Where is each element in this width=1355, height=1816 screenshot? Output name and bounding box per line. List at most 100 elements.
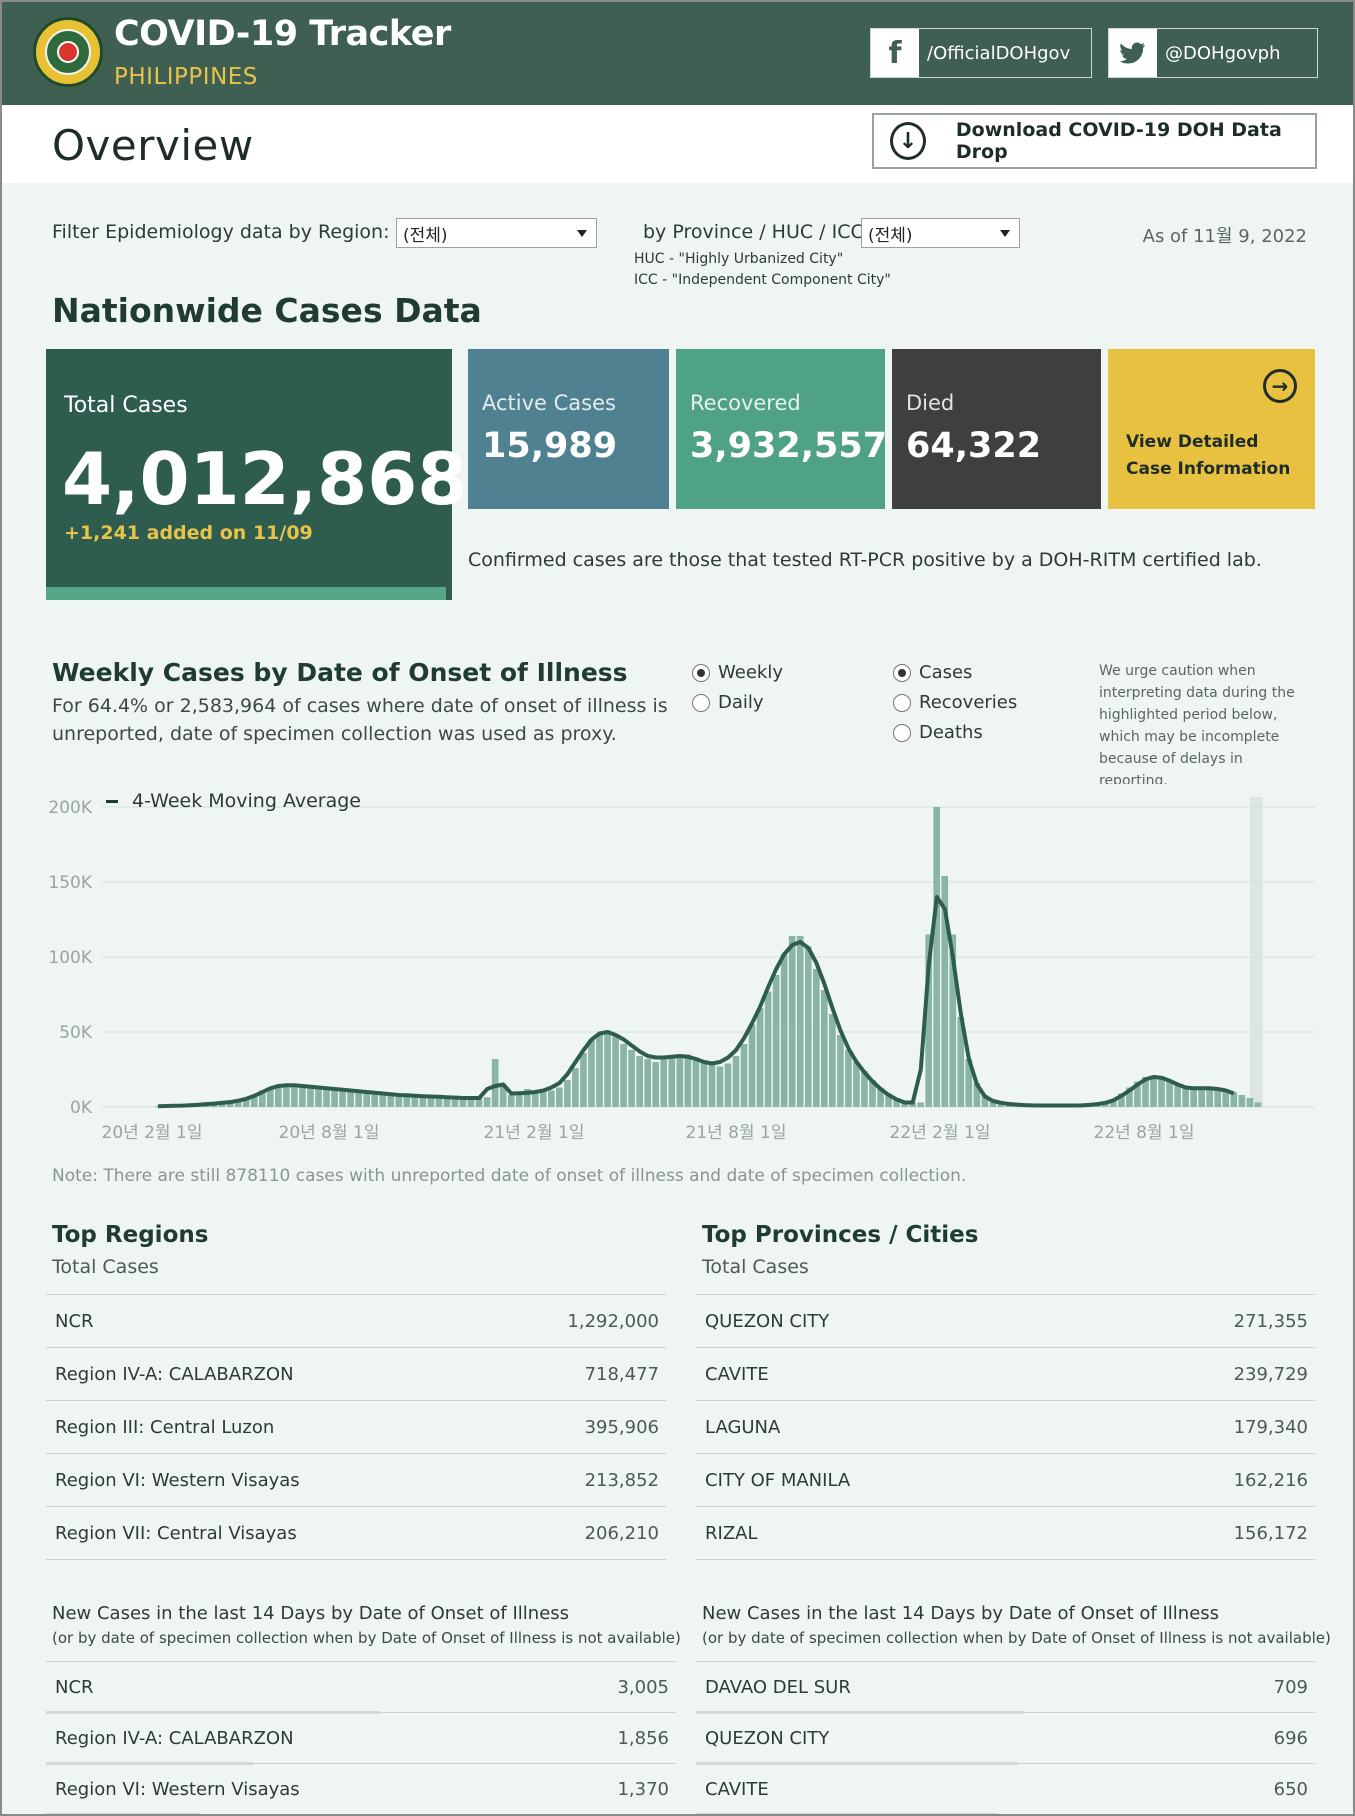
chart-bar — [1110, 1099, 1117, 1107]
chart-bar — [1142, 1077, 1149, 1107]
active-cases-card[interactable]: Active Cases 15,989 — [468, 349, 669, 509]
legend-label: 4-Week Moving Average — [132, 790, 361, 812]
new-cases-bar — [46, 1813, 200, 1814]
row-name: Region IV-A: CALABARZON — [55, 1727, 294, 1749]
row-value: 213,852 — [584, 1469, 659, 1491]
chart-bar — [531, 1092, 539, 1107]
new-cases-bar — [696, 1711, 1024, 1714]
new-cases-regions-table: NCR 3,005 Region IV-A: CALABARZON 1,856 Regi… — [46, 1661, 676, 1814]
table-row[interactable]: CAVITE 239,729 — [696, 1348, 1315, 1401]
row-value: 156,172 — [1233, 1522, 1308, 1544]
chart-bar — [250, 1095, 258, 1107]
radio-deaths[interactable]: Deaths — [893, 722, 983, 743]
caution-note: We urge caution when interpreting data d… — [1099, 663, 1295, 784]
table-row[interactable]: Region III: Central Luzon 395,906 — [46, 1401, 666, 1454]
chart-bar — [1118, 1093, 1125, 1107]
new-cases-bar — [46, 1711, 380, 1714]
chart-bar — [636, 1056, 643, 1107]
table-row[interactable]: NCR 1,292,000 — [46, 1295, 666, 1348]
weekly-chart-title: Weekly Cases by Date of Onset of Illness — [52, 658, 628, 687]
chart-bar — [764, 991, 772, 1107]
chart-bar — [347, 1090, 354, 1107]
table-row[interactable]: NCR 3,005 — [46, 1662, 676, 1714]
chart-bar — [580, 1053, 587, 1107]
facebook-label: /OfficialDOHgov — [919, 29, 1091, 77]
chart-bar — [596, 1033, 603, 1107]
icc-note: ICC - "Independent Component City" — [634, 272, 891, 288]
download-data-drop-button[interactable]: ↓ Download COVID-19 DOH Data Drop — [872, 113, 1317, 169]
row-name: NCR — [55, 1676, 94, 1698]
region-select[interactable]: (전체) — [396, 218, 597, 248]
weekly-desc-line-2: unreported, date of specimen collection … — [52, 723, 617, 745]
chart-bar — [234, 1100, 242, 1107]
twitter-link[interactable]: @DOHgovph — [1108, 28, 1318, 78]
radio-deaths-label: Deaths — [919, 722, 983, 743]
detail-label: View Detailed Case Information — [1126, 429, 1290, 483]
table-row[interactable]: Region IV-A: CALABARZON 1,856 — [46, 1713, 676, 1765]
province-select[interactable]: (전체) — [861, 218, 1020, 248]
chart-bar — [1246, 1098, 1254, 1107]
chart-bar — [845, 1050, 852, 1107]
chart-bar — [957, 1017, 965, 1107]
table-row[interactable]: RIZAL 156,172 — [696, 1507, 1315, 1560]
chart-bar — [1182, 1087, 1189, 1107]
view-detailed-case-info-button[interactable]: → View Detailed Case Information — [1108, 349, 1315, 509]
twitter-label: @DOHgovph — [1157, 29, 1317, 77]
x-tick-label: 20년 2월 1일 — [102, 1123, 203, 1142]
chart-note: Note: There are still 878110 cases with … — [52, 1166, 967, 1186]
table-row[interactable]: LAGUNA 179,340 — [696, 1401, 1315, 1454]
facebook-link[interactable]: f /OfficialDOHgov — [870, 28, 1092, 78]
app-subtitle: PHILIPPINES — [114, 64, 258, 90]
weekly-chart-desc: For 64.4% or 2,583,964 of cases where da… — [52, 692, 672, 748]
download-icon: ↓ — [890, 122, 926, 160]
y-tick-label: 100K — [48, 948, 92, 968]
table-row[interactable]: Region VI: Western Visayas 213,852 — [46, 1454, 666, 1507]
row-name: Region IV-A: CALABARZON — [55, 1363, 294, 1385]
row-name: Region VI: Western Visayas — [55, 1469, 300, 1491]
chart-bar — [716, 1066, 724, 1107]
row-name: QUEZON CITY — [705, 1310, 830, 1332]
chart-bar — [283, 1084, 290, 1107]
row-value: 650 — [1273, 1778, 1308, 1800]
chart-bar — [1254, 1102, 1262, 1107]
table-row[interactable]: Region VI: Western Visayas 1,370 — [46, 1764, 676, 1814]
radio-selected-icon — [893, 663, 911, 682]
weekly-desc-line-1: For 64.4% or 2,583,964 of cases where da… — [52, 695, 668, 717]
radio-daily[interactable]: Daily — [692, 692, 764, 713]
table-row[interactable]: Region VII: Central Visayas 206,210 — [46, 1507, 666, 1560]
chart-bar — [355, 1091, 362, 1107]
chart-bar — [1206, 1087, 1214, 1107]
chart-bar — [499, 1084, 507, 1107]
chart-bar — [258, 1090, 266, 1107]
new-cases-provinces-subtitle: (or by date of specimen collection when … — [702, 1629, 1331, 1647]
chart-bar — [676, 1056, 684, 1107]
recovered-card[interactable]: Recovered 3,932,557 — [676, 349, 887, 509]
chart-bar — [1230, 1092, 1238, 1107]
chart-bar — [829, 1014, 836, 1107]
row-value: 1,856 — [617, 1727, 669, 1749]
chart-bar — [491, 1059, 499, 1107]
radio-weekly[interactable]: Weekly — [692, 662, 783, 683]
table-row[interactable]: DAVAO DEL SUR 709 — [696, 1662, 1315, 1714]
chart-bar — [965, 1059, 973, 1107]
chart-bar — [371, 1092, 379, 1107]
chart-bar — [363, 1092, 370, 1107]
active-cases-value: 15,989 — [482, 426, 618, 466]
table-row[interactable]: Region IV-A: CALABARZON 718,477 — [46, 1348, 666, 1401]
total-cases-label: Total Cases — [64, 393, 188, 418]
chart-bar — [1174, 1084, 1181, 1107]
chart-bar — [556, 1087, 563, 1107]
radio-cases[interactable]: Cases — [893, 662, 972, 683]
table-row[interactable]: CAVITE 650 — [696, 1764, 1315, 1814]
radio-recoveries[interactable]: Recoveries — [893, 692, 1017, 713]
table-row[interactable]: QUEZON CITY 271,355 — [696, 1295, 1315, 1348]
table-row[interactable]: CITY OF MANILA 162,216 — [696, 1454, 1315, 1507]
as-of-date: As of 11월 9, 2022 — [1142, 226, 1307, 247]
row-value: 709 — [1273, 1676, 1308, 1698]
chevron-down-icon — [577, 230, 587, 237]
row-name: NCR — [55, 1310, 94, 1332]
chart-bar — [451, 1097, 459, 1107]
table-row[interactable]: QUEZON CITY 696 — [696, 1713, 1315, 1765]
chart-bar — [925, 934, 933, 1107]
died-card[interactable]: Died 64,322 — [892, 349, 1101, 509]
